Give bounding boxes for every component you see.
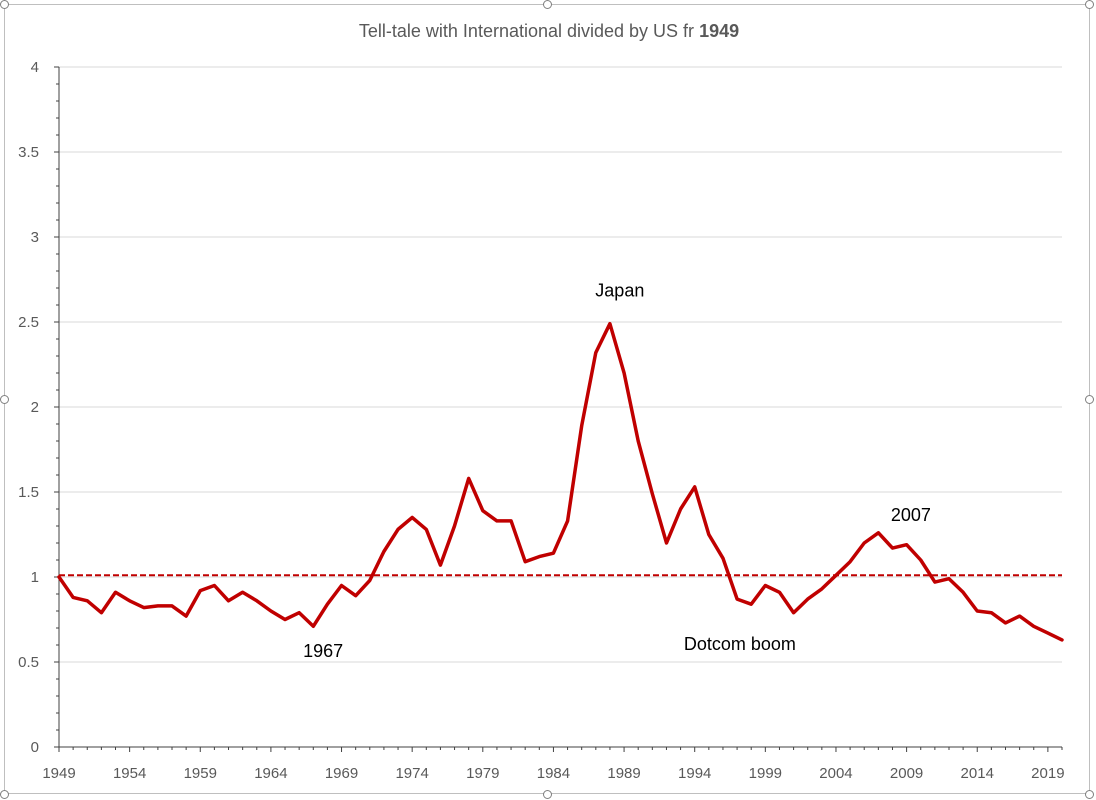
x-tick-label-10: 1999 xyxy=(749,765,782,782)
y-tick-label-7: 3.5 xyxy=(18,144,39,161)
x-tick-label-3: 1964 xyxy=(254,765,287,782)
y-tick-label-4: 2 xyxy=(31,399,39,416)
annotation-0: Japan xyxy=(595,281,644,301)
x-tick-label-1: 1954 xyxy=(113,765,146,782)
x-tick-label-0: 1949 xyxy=(42,765,75,782)
resize-handle-top-middle[interactable] xyxy=(543,0,552,9)
y-axis-tick-labels: 0 0.5 1 1.5 2 2.5 3 3.5 4 xyxy=(18,59,39,756)
y-tick-label-6: 3 xyxy=(31,229,39,246)
x-tick-label-12: 2009 xyxy=(890,765,923,782)
series-line-0 xyxy=(57,321,1064,642)
resize-handle-middle-left[interactable] xyxy=(0,395,9,404)
resize-handle-bottom-middle[interactable] xyxy=(543,790,552,799)
resize-handle-top-left[interactable] xyxy=(0,0,9,9)
y-tick-label-2: 1 xyxy=(31,569,39,586)
y-tick-label-1: 0.5 xyxy=(18,654,39,671)
chart-title-bold: 1949 xyxy=(699,21,739,41)
y-tick-label-8: 4 xyxy=(31,59,39,76)
x-tick-label-4: 1969 xyxy=(325,765,358,782)
x-tick-label-9: 1994 xyxy=(678,765,711,782)
y-tick-label-3: 1.5 xyxy=(18,484,39,501)
x-tick-label-14: 2019 xyxy=(1031,765,1064,782)
resize-handle-bottom-right[interactable] xyxy=(1085,790,1094,799)
chart-title: Tell-tale with International divided by … xyxy=(359,21,739,41)
annotation-2: 1967 xyxy=(303,641,343,661)
x-tick-label-11: 2004 xyxy=(819,765,852,782)
resize-handle-bottom-left[interactable] xyxy=(0,790,9,799)
x-tick-label-8: 1989 xyxy=(607,765,640,782)
y-tick-label-0: 0 xyxy=(31,739,39,756)
gridlines xyxy=(59,66,1062,663)
x-tick-label-6: 1979 xyxy=(466,765,499,782)
annotation-1: 2007 xyxy=(891,505,931,525)
resize-handle-top-right[interactable] xyxy=(1085,0,1094,9)
x-tick-label-5: 1974 xyxy=(395,765,428,782)
chart-title-text: Tell-tale with International divided by … xyxy=(359,21,699,41)
x-tick-label-2: 1959 xyxy=(184,765,217,782)
annotations: Japan 2007 1967 Dotcom boom xyxy=(303,281,931,661)
resize-handle-middle-right[interactable] xyxy=(1085,395,1094,404)
annotation-3: Dotcom boom xyxy=(684,634,796,654)
axes xyxy=(54,66,1063,752)
series-layer xyxy=(57,321,1064,642)
x-tick-label-7: 1984 xyxy=(537,765,570,782)
x-axis-tick-labels: 1949 1954 1959 1964 1969 1974 1979 1984 1989 1994… xyxy=(42,765,1064,782)
y-tick-label-5: 2.5 xyxy=(18,314,39,331)
x-tick-label-13: 2014 xyxy=(961,765,994,782)
